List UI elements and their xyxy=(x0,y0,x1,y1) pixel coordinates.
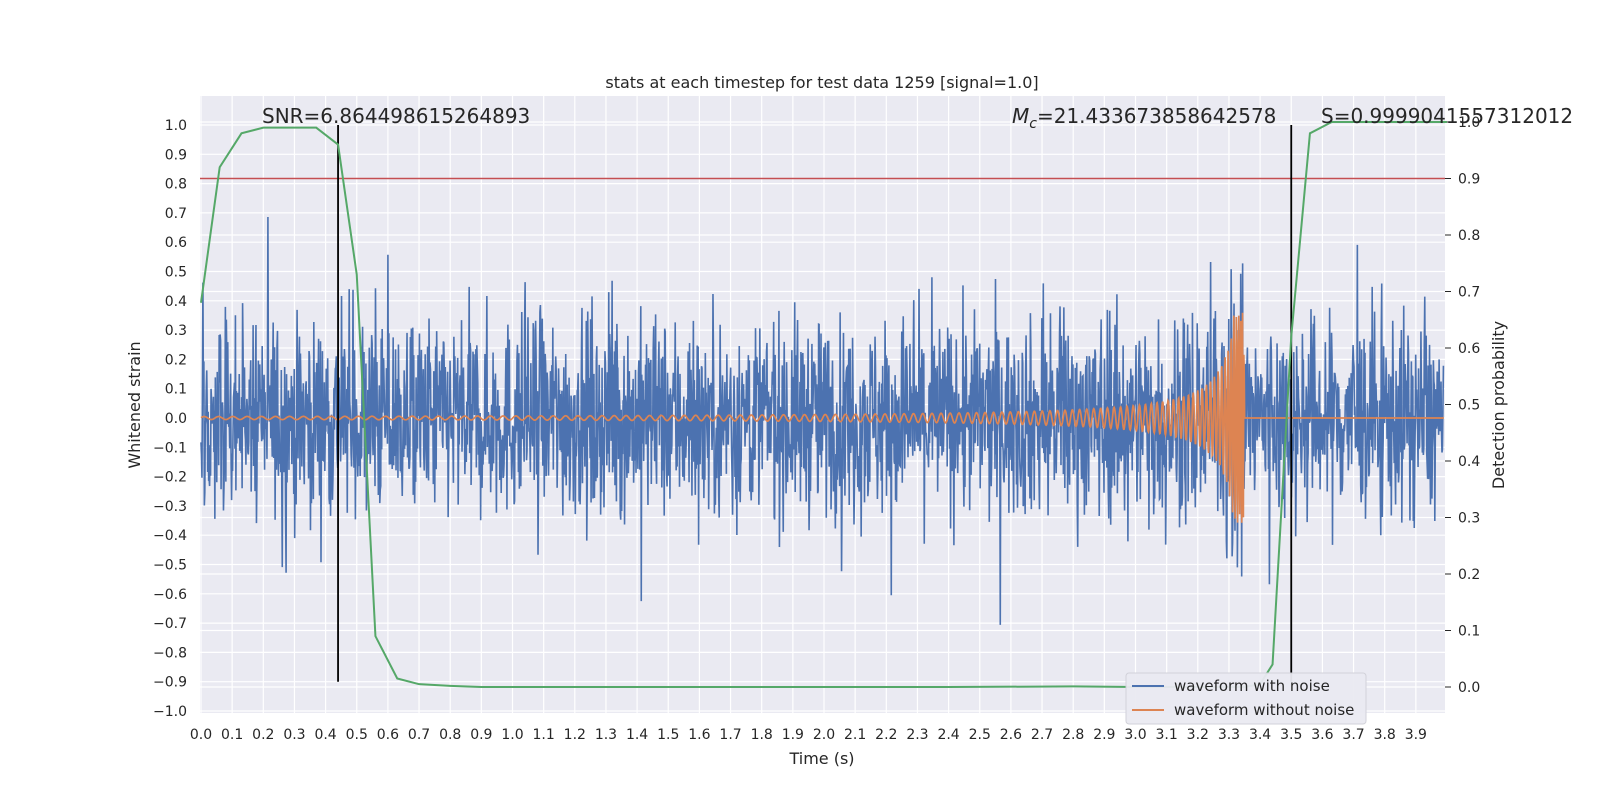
y-tick-label: 0.2 xyxy=(165,352,187,368)
y2-tick-label: 0.7 xyxy=(1458,285,1480,301)
x-tick-label: 3.3 xyxy=(1218,727,1240,743)
y-tick-label: 0.8 xyxy=(165,177,187,193)
legend-box xyxy=(1125,672,1367,725)
legend: waveform with noise waveform without noi… xyxy=(1125,672,1367,725)
x-tick-label: 0.5 xyxy=(346,727,368,743)
y-tick-label: 1.0 xyxy=(165,118,187,134)
series-waveform-without-noise xyxy=(200,312,1444,523)
y-tick-label: −0.8 xyxy=(153,645,187,661)
x-tick-label: 2.1 xyxy=(844,727,866,743)
x-tick-label: 1.9 xyxy=(782,727,804,743)
y2-tick-label: 0.3 xyxy=(1458,511,1480,527)
x-tick-label: 2.8 xyxy=(1062,727,1084,743)
series-detection-probability xyxy=(200,121,1447,688)
x-tick-label: 0.3 xyxy=(283,727,305,743)
y2-tick-label: 0.4 xyxy=(1458,454,1480,470)
y2-tick-label: 0.8 xyxy=(1458,228,1480,244)
y-tick-label: 0.0 xyxy=(165,411,187,427)
chirp-mass-annotation: Mc=21.433673858642578 xyxy=(1012,104,1276,132)
x-tick-label: 3.4 xyxy=(1249,727,1271,743)
x-tick-label: 2.7 xyxy=(1031,727,1053,743)
y-tick-label: −0.9 xyxy=(153,675,187,691)
x-tick-label: 1.1 xyxy=(533,727,555,743)
y-tick-label: 0.3 xyxy=(165,323,187,339)
chirp-mass-subscript: c xyxy=(1029,116,1037,132)
x-tick-label: 3.1 xyxy=(1156,727,1178,743)
x-tick-label: 1.7 xyxy=(719,727,741,743)
x-tick-label: 1.5 xyxy=(657,727,679,743)
chirp-mass-value: =21.433673858642578 xyxy=(1037,104,1276,128)
x-tick-label: 2.3 xyxy=(906,727,928,743)
x-tick-labels: 0.0 0.1 0.2 0.3 0.4 0.5 0.6 0.7 0.8 0.9 1.0 1.1 1.2 1… xyxy=(190,727,1427,743)
x-tick-label: 3.2 xyxy=(1187,727,1209,743)
x-tick-label: 3.9 xyxy=(1405,727,1427,743)
x-tick-label: 2.9 xyxy=(1093,727,1115,743)
x-tick-label: 2.2 xyxy=(875,727,897,743)
x-tick-label: 0.9 xyxy=(470,727,492,743)
legend-label-noisy: waveform with noise xyxy=(1174,677,1330,695)
y-tick-label: 0.7 xyxy=(165,206,187,222)
x-tick-label: 1.4 xyxy=(626,727,648,743)
x-tick-label: 3.6 xyxy=(1311,727,1333,743)
x-tick-label: 0.6 xyxy=(377,727,399,743)
x-tick-label: 2.5 xyxy=(969,727,991,743)
y2-tick-label: 0.0 xyxy=(1458,680,1480,696)
x-tick-label: 2.4 xyxy=(937,727,959,743)
y2-tick-label: 1.0 xyxy=(1458,115,1480,131)
y-tick-label: −0.2 xyxy=(153,470,187,486)
x-tick-label: 0.0 xyxy=(190,727,212,743)
y-tick-label: 0.4 xyxy=(165,294,187,310)
x-tick-label: 3.5 xyxy=(1280,727,1302,743)
y-grid xyxy=(200,124,1445,712)
x-tick-label: 1.6 xyxy=(688,727,710,743)
x-tick-label: 1.0 xyxy=(501,727,523,743)
chart-title: stats at each timestep for test data 125… xyxy=(605,73,1038,92)
x-tick-label: 2.0 xyxy=(813,727,835,743)
y2-tick-label: 0.1 xyxy=(1458,624,1480,640)
legend-label-clean: waveform without noise xyxy=(1174,701,1354,719)
s-annotation: S=0.9999041557312012 xyxy=(1321,104,1573,128)
x-tick-label: 1.8 xyxy=(751,727,773,743)
chirp-mass-symbol: M xyxy=(1012,104,1029,128)
y-tick-label: −0.3 xyxy=(153,499,187,515)
x-tick-label: 1.2 xyxy=(564,727,586,743)
y-tick-labels: 1.0 0.9 0.8 0.7 0.6 0.5 0.4 0.3 0.2 0.1 0.0 −0.1 −0.… xyxy=(153,118,187,720)
y-tick-label: −0.4 xyxy=(153,528,187,544)
y2-tick-label: 0.5 xyxy=(1458,398,1480,414)
x-tick-label: 0.1 xyxy=(221,727,243,743)
y2-tick-label: 0.2 xyxy=(1458,567,1480,583)
x-tick-label: 3.8 xyxy=(1374,727,1396,743)
y-tick-label: −0.5 xyxy=(153,558,187,574)
y2-axis-label: Detection probability xyxy=(1489,321,1508,489)
x-tick-label: 0.8 xyxy=(439,727,461,743)
x-tick-label: 3.7 xyxy=(1342,727,1364,743)
x-tick-label: 1.3 xyxy=(595,727,617,743)
x-tick-label: 2.6 xyxy=(1000,727,1022,743)
y-tick-label: −0.7 xyxy=(153,616,187,632)
y-axis-label: Whitened strain xyxy=(125,341,144,468)
x-tick-label: 3.0 xyxy=(1124,727,1146,743)
x-tick-label: 0.4 xyxy=(314,727,336,743)
y-tick-label: −0.6 xyxy=(153,587,187,603)
y2-tick-label: 0.6 xyxy=(1458,341,1480,357)
snr-annotation: SNR=6.864498615264893 xyxy=(262,104,530,128)
y-tick-label: 0.6 xyxy=(165,235,187,251)
x-tick-label: 0.7 xyxy=(408,727,430,743)
y-tick-label: −0.1 xyxy=(153,440,187,456)
y-tick-label: 0.1 xyxy=(165,382,187,398)
y2-tick-label: 0.9 xyxy=(1458,172,1480,188)
y-tick-label: 0.5 xyxy=(165,265,187,281)
y-tick-label: −1.0 xyxy=(153,704,187,720)
x-axis-label: Time (s) xyxy=(788,749,854,768)
x-tick-label: 0.2 xyxy=(252,727,274,743)
y2-tick-labels: 1.0 0.9 0.8 0.7 0.6 0.5 0.4 0.3 0.2 0.1 0.0 xyxy=(1458,115,1480,696)
y-tick-label: 0.9 xyxy=(165,147,187,163)
